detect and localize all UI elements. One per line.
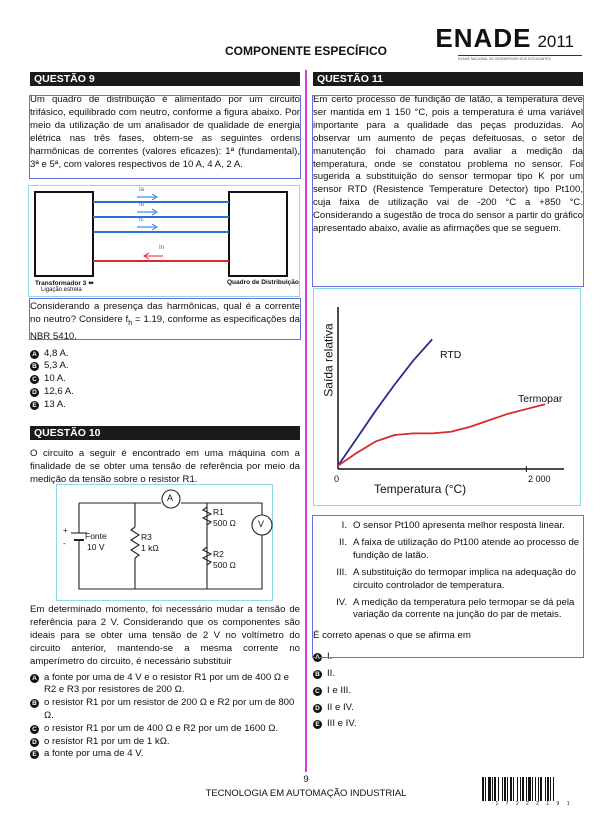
q11-option-e[interactable]: E III e IV. xyxy=(313,718,583,731)
current-a-label: Ia xyxy=(139,187,145,193)
circuit-diagram xyxy=(71,489,273,590)
statement-1: I. O sensor Pt100 apresenta melhor respos… xyxy=(341,520,565,531)
course-name: TECNOLOGIA EM AUTOMAÇÃO INDUSTRIAL xyxy=(205,788,407,799)
statement-3: III. A substituição do termopar implica n… xyxy=(336,566,576,591)
barcode-digits: 1 7 2 2 2 1 9 1 xyxy=(495,801,573,807)
enade-logo: ENADE 2011 xyxy=(435,24,574,56)
question-11-statements: I. O sensor Pt100 apresenta melhor respos… xyxy=(313,520,583,731)
q9-option-d[interactable]: D 12,6 A. xyxy=(30,386,300,399)
q9-figure: Ia Ib Ic In Transformador 3 ⬌ Ligação es… xyxy=(28,185,300,297)
option-letter-badge: D xyxy=(30,388,39,398)
question-9-intro: Um quadro de distribuição é alimentado p… xyxy=(30,94,300,170)
source-minus: - xyxy=(63,539,66,548)
voltmeter-icon: V xyxy=(258,519,265,529)
legend-rtd: RTD xyxy=(440,349,462,361)
page-number: 9 xyxy=(303,774,309,785)
question-10-question: Em determinado momento, foi necessário m… xyxy=(30,604,300,667)
r1-label: R1 xyxy=(213,507,224,517)
source-label: Fonte xyxy=(85,531,107,541)
sensor-chart: Saída relativa Temperatura (°C) 0 2 000 … xyxy=(313,288,581,506)
question-9-title: QUESTÃO 9 xyxy=(30,72,300,86)
panel-label: Quadro de Distribuição xyxy=(227,279,299,286)
r1-value: 500 Ω xyxy=(213,518,236,528)
column-divider xyxy=(305,70,307,772)
question-11-prompt: É correto apenas o que se afirma em xyxy=(313,630,471,642)
current-c-label: Ic xyxy=(139,217,144,223)
source-value: 10 V xyxy=(87,542,105,552)
question-9-question: Considerando a presença das harmônicas, … xyxy=(30,301,300,342)
question-10-body: Em determinado momento, foi necessário m… xyxy=(30,604,300,761)
enade-subtitle: EXAME NACIONAL DE DESEMPENHO DOS ESTUDAN… xyxy=(458,57,551,61)
star-connection-label: Ligação estrela xyxy=(41,287,82,293)
q9-option-e[interactable]: E 13 A. xyxy=(30,399,300,412)
q9-option-a[interactable]: A 4,8 A. xyxy=(30,348,300,361)
option-letter-badge: E xyxy=(313,720,322,730)
option-letter-badge: E xyxy=(30,750,39,760)
current-b-label: Ib xyxy=(139,202,145,208)
chart-x-label: Temperatura (°C) xyxy=(374,482,467,496)
legend-termopar: Termopar xyxy=(518,393,563,405)
barcode-icon xyxy=(482,777,554,801)
enade-brand: ENADE xyxy=(435,23,532,53)
section-title: COMPONENTE ESPECÍFICO xyxy=(224,44,388,58)
statement-2: II. A faixa de utilização do Pt100 atende… xyxy=(339,536,580,561)
ammeter-icon: A xyxy=(167,493,174,503)
question-11-title: QUESTÃO 11 xyxy=(313,72,583,86)
sensor-chart-svg xyxy=(337,307,564,472)
option-letter-badge: C xyxy=(313,686,322,696)
option-letter-badge: D xyxy=(30,737,39,747)
option-letter-badge: E xyxy=(30,400,39,410)
question-10-title: QUESTÃO 10 xyxy=(30,426,300,440)
q10-circuit-figure: A V + - Fonte 10 V R3 1 kΩ R1 500 Ω R2 5… xyxy=(56,484,273,601)
option-letter-badge: A xyxy=(30,349,39,359)
current-n-label: In xyxy=(159,245,165,251)
option-letter-badge: C xyxy=(30,375,39,385)
chart-x-tick-0: 0 xyxy=(334,474,340,484)
q9-option-c[interactable]: C 10 A. xyxy=(30,373,300,386)
r2-value: 500 Ω xyxy=(213,560,236,570)
statement-4: IV. A medição da temperatura pelo termopa… xyxy=(336,596,575,621)
transformer-label: Transformador 3 ⬌ xyxy=(35,280,94,287)
option-letter-badge: B xyxy=(30,699,39,709)
r3-value: 1 kΩ xyxy=(141,543,159,553)
option-letter-badge: B xyxy=(313,670,322,680)
chart-y-label: Saída relativa xyxy=(321,323,336,397)
question-9: QUESTÃO 9 Um quadro de distribuição é al… xyxy=(30,72,300,171)
header-rule xyxy=(458,55,582,56)
question-9-body: Considerando a presença das harmônicas, … xyxy=(30,301,300,412)
option-letter-badge: A xyxy=(313,653,322,663)
series-line-rtd xyxy=(337,338,433,467)
source-plus: + xyxy=(63,526,68,535)
r3-label: R3 xyxy=(141,532,152,542)
q11-option-a[interactable]: A I. xyxy=(313,651,583,664)
enade-year: 2011 xyxy=(537,32,574,51)
option-letter-badge: B xyxy=(30,362,39,372)
option-letter-badge: C xyxy=(30,724,39,734)
option-letter-badge: A xyxy=(30,673,39,683)
chart-x-tick-2000: 2 000 xyxy=(528,474,551,484)
q11-option-b[interactable]: B II. xyxy=(313,668,583,681)
question-10: QUESTÃO 10 O circuito a seguir é encontr… xyxy=(30,426,300,487)
q9-option-b[interactable]: B 5,3 A. xyxy=(30,360,300,373)
question-11-intro: Em certo processo de fundição de latão, … xyxy=(313,94,583,235)
three-phase-diagram xyxy=(34,191,288,277)
question-11: QUESTÃO 11 Em certo processo de fundição… xyxy=(313,72,583,236)
question-9-options: A 4,8 A. B 5,3 A. C 10 A. D 12,6 A. E 13 A. xyxy=(30,348,300,412)
question-10-intro: O circuito a seguir é encontrado em uma … xyxy=(30,448,300,485)
series-line-termopar xyxy=(337,403,546,467)
q11-option-d[interactable]: D II e IV. xyxy=(313,702,583,715)
r2-label: R2 xyxy=(213,549,224,559)
option-letter-badge: D xyxy=(313,703,322,713)
